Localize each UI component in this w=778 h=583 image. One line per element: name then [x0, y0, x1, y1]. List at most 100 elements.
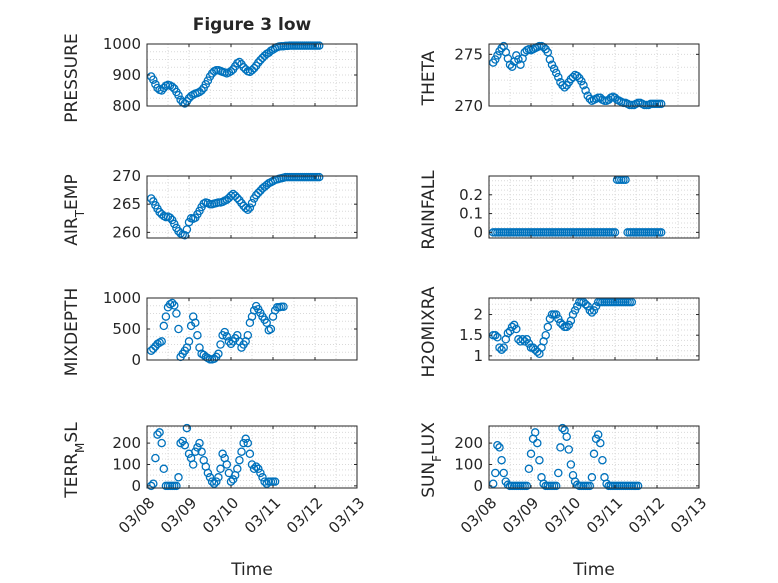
data-point: [243, 205, 253, 215]
data-point: [235, 455, 244, 465]
data-point: [233, 193, 242, 203]
data-point: [497, 455, 506, 465]
data-point: [184, 337, 194, 346]
y-tick-label: 1: [473, 347, 483, 365]
data-point: [558, 320, 567, 330]
data-point: [262, 180, 271, 190]
data-point: [593, 430, 603, 439]
y-axis-label: RAINFALL: [419, 170, 439, 250]
data-point: [581, 86, 590, 95]
y-tick-label: 2: [473, 306, 483, 324]
data-point: [499, 468, 508, 478]
data-point: [188, 460, 198, 469]
subplot-pressure: 800 900 1000 PRESSURE: [62, 33, 358, 123]
data-point: [535, 455, 544, 465]
data-point: [598, 455, 607, 465]
data-point: [583, 302, 592, 311]
data-point: [541, 330, 550, 340]
data-point: [222, 332, 232, 341]
data-point: [495, 443, 504, 452]
data-point: [314, 172, 324, 182]
data-point: [270, 477, 280, 486]
data-point: [251, 462, 261, 471]
data-point: [216, 464, 225, 474]
data-point: [153, 339, 162, 349]
data-point: [205, 473, 215, 482]
y-tick-label: 270: [454, 97, 483, 115]
data-point: [549, 64, 559, 74]
data-point: [193, 330, 202, 340]
data-point: [512, 324, 521, 334]
data-point: [570, 306, 580, 315]
data-point: [499, 343, 508, 352]
y-tick-label: 500: [112, 320, 141, 338]
y-axis-label: PRESSURE: [62, 33, 82, 122]
data-point: [554, 314, 563, 323]
y-tick-label: 275: [454, 45, 483, 63]
data-point: [314, 41, 324, 50]
y-tick-label: 0: [473, 477, 483, 495]
data-point: [239, 438, 248, 448]
axes-box: [146, 175, 358, 239]
data-point: [220, 327, 229, 337]
data-point: [566, 460, 576, 469]
data-point: [237, 447, 246, 456]
figure-title: Figure 3 low: [193, 15, 312, 35]
data-point: [596, 438, 605, 448]
y-tick-label: 265: [112, 195, 141, 213]
data-point: [247, 460, 257, 469]
y-axis-label: THETA: [419, 50, 439, 106]
y-tick-label: 100: [112, 455, 141, 473]
data-point: [191, 318, 200, 328]
data-point: [182, 225, 192, 234]
data-point: [543, 322, 553, 332]
y-tick-label: 800: [112, 97, 141, 115]
data-point: [491, 468, 500, 478]
x-axis-label-right: Time: [572, 560, 615, 580]
data-point: [216, 340, 225, 349]
data-point: [493, 333, 502, 342]
data-point: [170, 219, 179, 229]
data-point: [151, 453, 160, 463]
data-point: [235, 57, 244, 67]
data-point: [260, 477, 269, 486]
data-point: [262, 318, 271, 328]
data-point: [149, 344, 158, 354]
data-point: [226, 67, 236, 76]
data-point: [518, 335, 527, 344]
data-point: [562, 322, 571, 332]
data-point: [172, 309, 181, 318]
data-point: [503, 328, 513, 338]
subplot-mixdepth: 0 500 1000 MIXDEPTH: [62, 288, 358, 376]
data-point: [493, 51, 502, 60]
data-point: [218, 449, 227, 459]
data-point: [180, 99, 190, 108]
data-point: [146, 346, 156, 355]
y-tick-label: 200: [454, 434, 483, 452]
data-point: [524, 464, 534, 474]
axes-box: [488, 297, 700, 361]
data-point: [207, 477, 217, 486]
y-tick-label: 270: [112, 167, 141, 185]
data-point: [589, 306, 599, 315]
data-point: [214, 349, 223, 359]
data-point: [243, 438, 253, 448]
data-point: [149, 479, 158, 488]
data-point: [247, 66, 257, 75]
data-point: [581, 299, 590, 309]
data-point: [256, 468, 265, 478]
data-point: [551, 310, 561, 319]
y-tick-label: 1000: [103, 289, 141, 307]
data-point: [203, 353, 213, 363]
y-axis-label: H2OMIXRA: [419, 286, 439, 377]
data-point: [157, 438, 166, 448]
data-point: [514, 55, 523, 64]
y-tick-label: 1000: [103, 35, 141, 53]
data-point: [564, 445, 574, 454]
data-point: [558, 423, 567, 433]
data-point: [155, 428, 164, 437]
data-point: [159, 464, 169, 474]
data-point: [520, 337, 529, 346]
data-point: [174, 324, 183, 334]
